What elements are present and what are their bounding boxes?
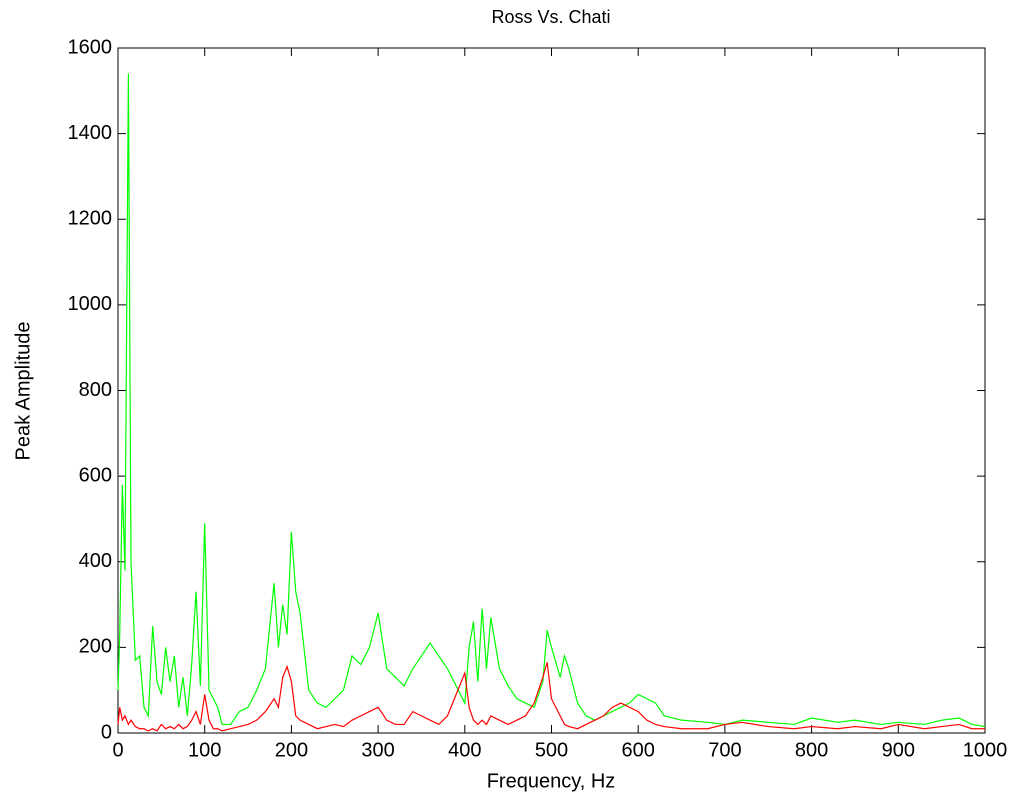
x-tick-label: 1000 xyxy=(963,739,1008,761)
x-tick-label: 900 xyxy=(882,739,915,761)
y-tick-label: 1400 xyxy=(68,122,113,144)
x-axis-label: Frequency, Hz xyxy=(487,770,616,792)
y-tick-label: 200 xyxy=(79,636,112,658)
x-tick-label: 0 xyxy=(112,739,123,761)
x-tick-label: 800 xyxy=(795,739,828,761)
x-tick-label: 500 xyxy=(535,739,568,761)
y-tick-label: 600 xyxy=(79,464,112,486)
x-tick-label: 600 xyxy=(622,739,655,761)
chart-title: Ross Vs. Chati xyxy=(491,7,610,27)
y-tick-label: 1000 xyxy=(68,293,113,315)
x-tick-label: 300 xyxy=(361,739,394,761)
y-axis-label: Peak Amplitude xyxy=(12,322,34,461)
y-tick-label: 400 xyxy=(79,550,112,572)
data-line xyxy=(117,662,985,732)
y-tick-label: 800 xyxy=(79,379,112,401)
y-tick-label: 1600 xyxy=(68,36,113,58)
y-tick-label: 1200 xyxy=(68,208,113,230)
x-tick-label: 700 xyxy=(708,739,741,761)
x-tick-label: 100 xyxy=(188,739,221,761)
x-tick-label: 200 xyxy=(275,739,308,761)
y-tick-label: 0 xyxy=(101,721,112,743)
data-line xyxy=(117,73,986,728)
x-tick-label: 400 xyxy=(448,739,481,761)
axes-box xyxy=(117,47,986,734)
